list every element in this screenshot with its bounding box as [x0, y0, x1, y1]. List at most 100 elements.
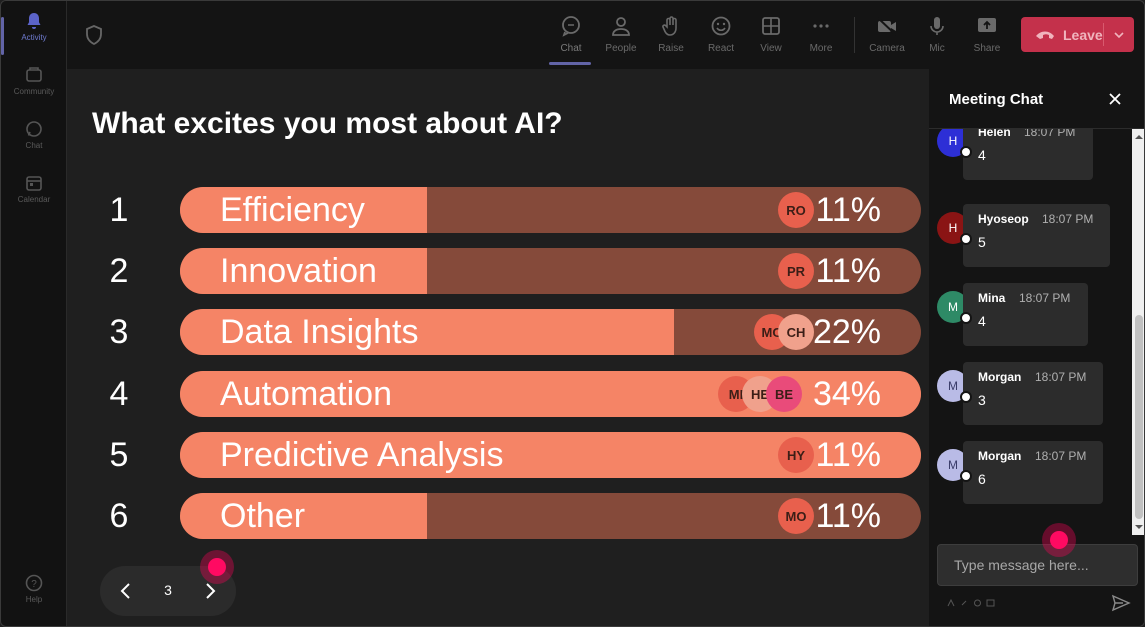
toolbar-button-label: More	[809, 43, 833, 54]
rail-item-activity[interactable]: Activity	[1, 11, 67, 61]
toolbar-camera-button[interactable]: Camera	[863, 11, 911, 63]
toolbar-button-label: Mic	[929, 43, 945, 54]
camera-icon	[877, 17, 897, 36]
option-label: Innovation	[220, 252, 377, 290]
toolbar-more-button[interactable]: More	[797, 11, 845, 63]
option-label: Other	[220, 497, 306, 535]
option-percentage: 11%	[815, 191, 881, 229]
help-icon: ?	[25, 574, 43, 592]
toolbar-divider	[854, 17, 855, 53]
chat-scrollbar[interactable]	[1132, 129, 1144, 535]
chat-message[interactable]: H Hyoseop 18:07 PM 5	[937, 204, 1132, 268]
voter-avatar[interactable]: RO	[778, 192, 814, 228]
leave-divider	[1103, 23, 1104, 46]
rail-item-label: Activity	[21, 33, 47, 42]
message-text: 4	[978, 147, 986, 163]
cursor-indicator	[1042, 523, 1076, 557]
gif-icon[interactable]	[986, 599, 995, 607]
poll-option-row[interactable]: 1 Efficiency RO 11%	[67, 187, 929, 233]
poll-option-row[interactable]: 4 Automation MI HE BE 34%	[67, 371, 929, 417]
chat-message[interactable]: H Helen 18:07 PM 4	[937, 129, 1132, 181]
message-bubble: Morgan 18:07 PM 6	[963, 441, 1103, 504]
sender-name: Helen	[978, 129, 1011, 139]
option-label: Predictive Analysis	[220, 436, 504, 474]
rail-item-label: Help	[25, 595, 43, 604]
chevron-down-icon[interactable]	[1113, 29, 1125, 41]
message-timestamp: 18:07 PM	[1024, 129, 1076, 139]
leave-button[interactable]: Leave	[1021, 17, 1134, 52]
option-number: 2	[109, 252, 129, 290]
chat-message[interactable]: M Mina 18:07 PM 4	[937, 283, 1132, 347]
poll-option-row[interactable]: 2 Innovation PR 11%	[67, 248, 929, 294]
voter-avatar[interactable]: MO	[778, 498, 814, 534]
toolbar-raise-button[interactable]: Raise	[647, 11, 695, 63]
scroll-down-icon[interactable]	[1135, 523, 1143, 531]
chat-messages[interactable]: H Helen 18:07 PM 4 H Hyoseop 18:07 PM 5 M Mina 18:…	[929, 129, 1132, 535]
attach-icon[interactable]	[960, 599, 969, 607]
option-percentage: 11%	[815, 497, 881, 535]
emoji-icon[interactable]	[973, 599, 982, 607]
rail-item-label: Calendar	[17, 195, 51, 204]
option-percentage: 34%	[812, 375, 881, 413]
view-icon	[762, 17, 780, 35]
rail-item-community[interactable]: Community	[1, 65, 67, 115]
scrollbar-thumb[interactable]	[1135, 315, 1143, 519]
option-bar: Other MO 11%	[180, 493, 921, 539]
option-label: Efficiency	[220, 191, 365, 229]
option-bar: Innovation PR 11%	[180, 248, 921, 294]
toolbar-view-button[interactable]: View	[747, 11, 795, 63]
option-bar: Data Insights MO CH 22%	[180, 309, 921, 355]
scroll-up-icon[interactable]	[1135, 133, 1143, 141]
mic-icon	[930, 17, 944, 35]
share-icon	[978, 18, 996, 32]
presence-indicator	[960, 391, 972, 403]
toolbar-mic-button[interactable]: Mic	[913, 11, 961, 63]
raise-hand-icon	[662, 16, 677, 36]
option-bar-fill	[180, 309, 674, 355]
poll-option-row[interactable]: 6 Other MO 11%	[67, 493, 929, 539]
voter-avatar[interactable]: HY	[778, 437, 814, 473]
option-bar: Predictive Analysis HY 11%	[180, 432, 921, 478]
voter-avatar[interactable]: CH	[778, 314, 814, 350]
toolbar-chat-button[interactable]: Chat	[547, 11, 595, 65]
chevron-left-icon[interactable]	[116, 581, 136, 601]
chat-title: Meeting Chat	[949, 91, 1044, 108]
hang-up-icon	[1036, 31, 1054, 39]
close-icon[interactable]	[1107, 91, 1123, 107]
leave-label: Leave	[1063, 26, 1103, 43]
message-text: 4	[978, 313, 986, 329]
chevron-right-icon[interactable]	[200, 581, 220, 601]
chat-message-input[interactable]	[937, 544, 1138, 586]
presence-indicator	[960, 470, 972, 482]
chat-message[interactable]: M Morgan 18:07 PM 3	[937, 362, 1132, 426]
cursor-indicator	[200, 550, 234, 584]
voter-avatar[interactable]: BE	[766, 376, 802, 412]
toolbar-share-button[interactable]: Share	[963, 11, 1011, 63]
sender-name: Mina	[978, 291, 1006, 305]
toolbar-button-label: React	[707, 43, 735, 54]
rail-item-calendar[interactable]: Calendar	[1, 173, 67, 223]
voter-avatar[interactable]: PR	[778, 253, 814, 289]
poll-option-row[interactable]: 5 Predictive Analysis HY 11%	[67, 432, 929, 478]
sender-name: Morgan	[978, 370, 1022, 384]
toolbar-react-button[interactable]: React	[697, 11, 745, 63]
option-number: 4	[109, 375, 129, 413]
presence-indicator	[960, 146, 972, 158]
toolbar-button-label: Raise	[658, 43, 684, 54]
option-bar-fill	[180, 248, 427, 294]
message-text: 5	[978, 234, 986, 250]
message-text: 6	[978, 471, 986, 487]
format-text-icon[interactable]	[947, 599, 956, 607]
sender-name: Hyoseop	[978, 212, 1029, 226]
toolbar-people-button[interactable]: People	[597, 11, 645, 63]
send-icon[interactable]	[1111, 593, 1131, 613]
chat-message[interactable]: M Morgan 18:07 PM 6	[937, 441, 1132, 505]
message-bubble: Helen 18:07 PM 4	[963, 129, 1093, 180]
voter-avatars: PR	[778, 253, 814, 289]
rail-item-chat[interactable]: Chat	[1, 119, 67, 169]
poll-option-row[interactable]: 3 Data Insights MO CH 22%	[67, 309, 929, 355]
presence-indicator	[960, 312, 972, 324]
option-percentage: 22%	[812, 313, 881, 351]
option-bar-fill	[180, 187, 427, 233]
rail-item-help[interactable]: ? Help	[1, 573, 67, 623]
